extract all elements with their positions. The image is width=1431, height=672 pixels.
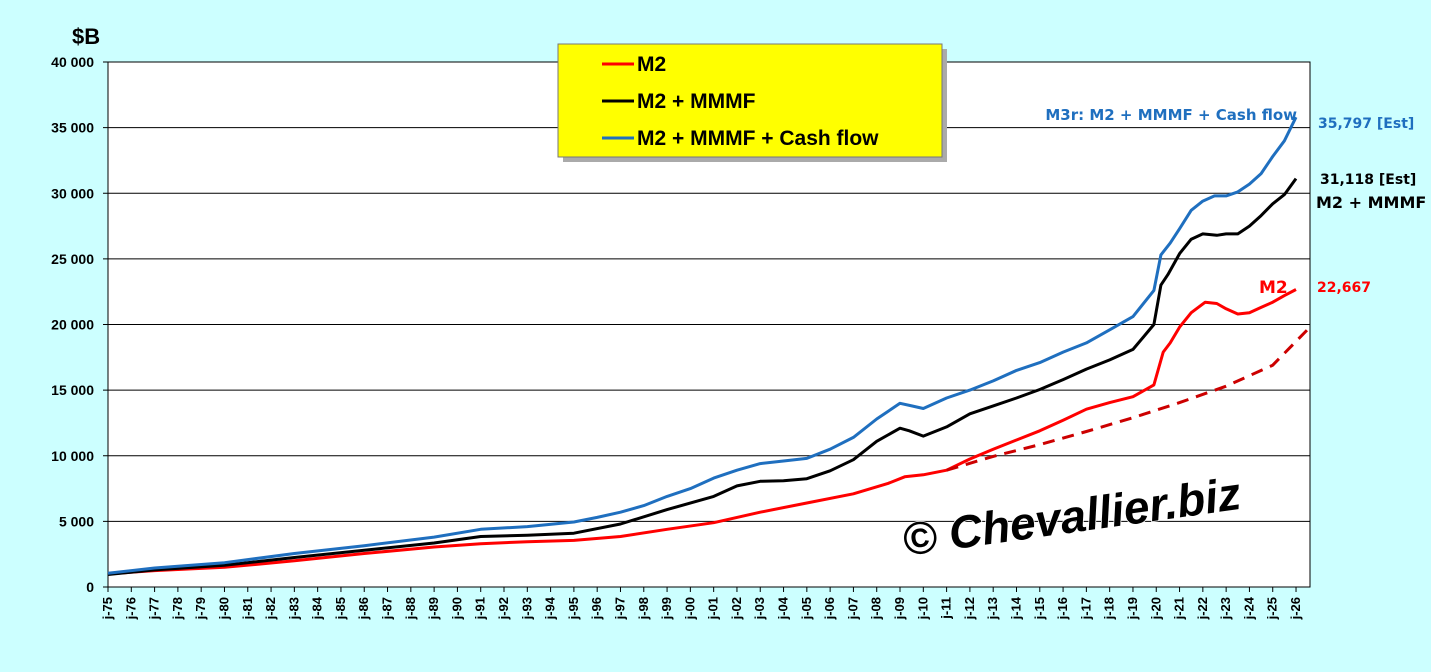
x-tick-label: j-22 xyxy=(1195,597,1210,620)
y-tick-label: 0 xyxy=(86,579,94,595)
x-tick-label: j-90 xyxy=(449,597,464,620)
x-tick-label: j-14 xyxy=(1008,596,1023,620)
x-tick-label: j-97 xyxy=(612,597,627,620)
x-tick-label: j-13 xyxy=(985,597,1000,620)
x-tick-label: j-08 xyxy=(869,597,884,620)
x-tick-label: j-77 xyxy=(147,597,162,620)
series-line-m2-trend xyxy=(946,326,1312,472)
x-tick-label: j-89 xyxy=(426,597,441,620)
x-tick-label: j-19 xyxy=(1125,597,1140,620)
x-tick-label: j-06 xyxy=(822,597,837,620)
x-tick-label: j-95 xyxy=(566,597,581,620)
x-tick-label: j-25 xyxy=(1265,597,1280,620)
x-tick-label: j-21 xyxy=(1172,597,1187,620)
x-tick-label: j-85 xyxy=(333,597,348,620)
x-axis-ticks: j-75 j-76 j-77 j-78 j-79 j-80 j-81 j-82 j-83 j-84… xyxy=(100,587,1303,620)
y-tick-label: 20 000 xyxy=(51,317,94,333)
legend-label-cash-flow: M2 + MMMF + Cash flow xyxy=(637,127,879,150)
y-tick-label: 30 000 xyxy=(51,185,94,201)
x-tick-label: j-86 xyxy=(356,597,371,620)
y-axis-label: $B xyxy=(72,24,100,49)
x-tick-label: j-12 xyxy=(962,597,977,620)
x-tick-label: j-96 xyxy=(589,597,604,620)
x-tick-label: j-75 xyxy=(100,597,115,620)
x-tick-label: j-01 xyxy=(706,597,721,620)
x-tick-label: j-00 xyxy=(682,597,697,620)
x-tick-label: j-17 xyxy=(1078,597,1093,620)
y-tick-label: 10 000 xyxy=(51,448,94,464)
x-tick-label: j-20 xyxy=(1148,597,1163,620)
annotation-black-end-value: 31,118 [Est] xyxy=(1320,172,1416,188)
annotation-m3r-label: M3r: M2 + MMMF + Cash flow xyxy=(1045,106,1297,124)
legend-label-m2-mmmf: M2 + MMMF xyxy=(637,90,756,113)
series-lines xyxy=(107,116,1312,576)
x-tick-label: j-87 xyxy=(380,597,395,620)
legend-label-m2: M2 xyxy=(637,53,666,76)
y-tick-label: 15 000 xyxy=(51,382,94,398)
x-tick-label: j-16 xyxy=(1055,597,1070,620)
gridlines xyxy=(108,127,1310,522)
x-tick-label: j-92 xyxy=(496,597,511,620)
annotation-red-end-value: 22,667 xyxy=(1317,280,1371,296)
x-tick-label: j-81 xyxy=(240,597,255,620)
series-line-m2-mmmf-cash-flow xyxy=(107,116,1298,575)
x-tick-label: j-99 xyxy=(659,597,674,620)
x-tick-label: j-10 xyxy=(915,597,930,620)
x-tick-label: j-98 xyxy=(636,597,651,620)
y-tick-label: 35 000 xyxy=(51,120,94,136)
x-tick-label: j-11 xyxy=(939,597,954,620)
x-tick-label: j-79 xyxy=(193,597,208,620)
y-tick-label: 25 000 xyxy=(51,251,94,267)
x-tick-label: j-76 xyxy=(123,597,138,620)
series-line-m2-mmmf xyxy=(107,177,1298,576)
x-tick-label: j-24 xyxy=(1241,596,1256,620)
x-tick-label: j-04 xyxy=(776,596,791,620)
y-tick-label: 5 000 xyxy=(59,513,94,529)
x-tick-label: j-91 xyxy=(473,597,488,620)
x-tick-label: j-09 xyxy=(892,597,907,620)
x-tick-label: j-93 xyxy=(519,597,534,620)
y-axis-ticks: 0 5 000 10 000 15 000 20 000 25 000 30 000 35 0… xyxy=(51,54,108,595)
x-tick-label: j-26 xyxy=(1288,597,1303,620)
x-tick-label: j-23 xyxy=(1218,597,1233,620)
x-tick-label: j-88 xyxy=(403,597,418,620)
x-tick-label: j-78 xyxy=(170,597,185,620)
y-tick-label: 40 000 xyxy=(51,54,94,70)
annotation-blue-end-value: 35,797 [Est] xyxy=(1318,116,1414,132)
x-tick-label: j-03 xyxy=(752,597,767,620)
series-line-m2 xyxy=(107,288,1297,576)
x-tick-label: j-02 xyxy=(729,597,744,620)
x-tick-label: j-15 xyxy=(1032,597,1047,620)
x-tick-label: j-05 xyxy=(799,597,814,620)
x-tick-label: j-07 xyxy=(845,597,860,620)
x-tick-label: j-80 xyxy=(216,597,231,620)
x-tick-label: j-18 xyxy=(1102,597,1117,620)
x-tick-label: j-94 xyxy=(543,596,558,620)
annotation-m2-label: M2 xyxy=(1259,278,1288,298)
x-tick-label: j-82 xyxy=(263,597,278,620)
legend: M2 M2 + MMMF M2 + MMMF + Cash flow xyxy=(557,43,947,162)
x-tick-label: j-84 xyxy=(310,596,325,620)
x-tick-label: j-83 xyxy=(286,597,301,620)
annotation-m2-mmmf-label: M2 + MMMF xyxy=(1316,193,1426,212)
